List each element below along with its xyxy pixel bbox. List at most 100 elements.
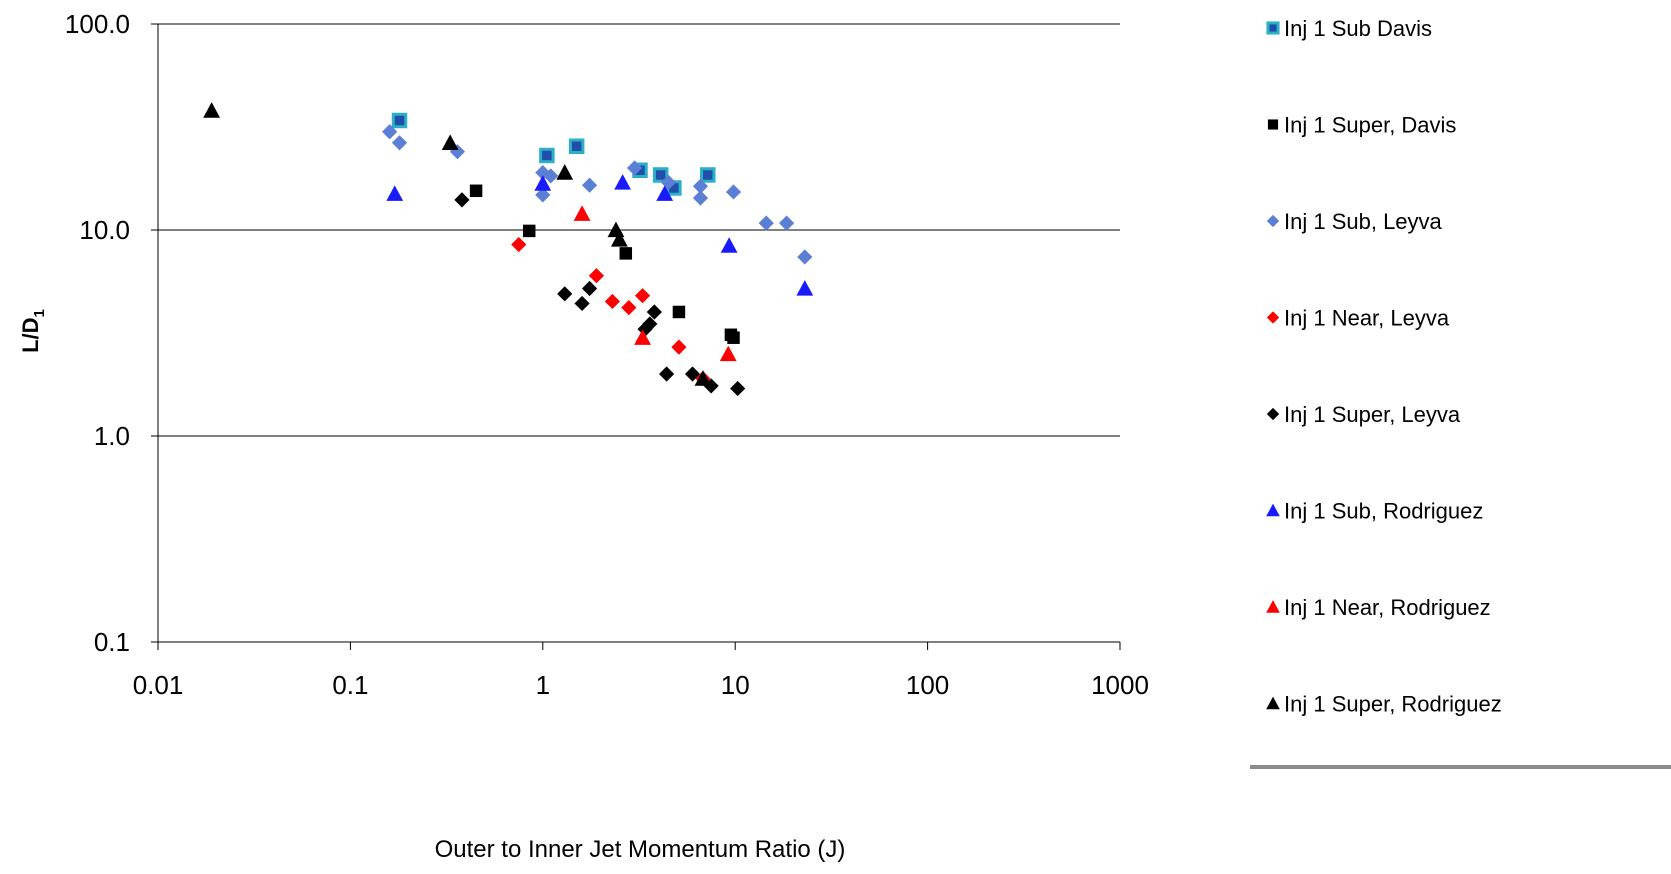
legend: Inj 1 Sub Davis Inj 1 Super, Davis Inj 1 S… [1250,16,1671,769]
data-point [535,164,551,181]
x-tick-label: 0.01 [133,670,184,700]
y-tick-label: 1.0 [94,421,130,451]
x-tick-label: 0.1 [332,670,368,700]
data-point [454,192,470,208]
data-point [637,321,653,337]
data-point [621,300,637,316]
legend-label: Inj 1 Super, Leyva [1284,402,1461,427]
legend-item: Inj 1 Sub, Rodriguez [1266,499,1483,524]
data-point [619,247,633,260]
data-point [604,293,620,310]
legend-item: Inj 1 Super, Leyva [1266,402,1461,427]
data-point [694,370,712,386]
legend-item: Inj 1 Sub Davis [1266,16,1432,41]
data-point [646,304,662,320]
data-point [642,316,658,332]
data-point [511,236,527,253]
data-point [610,231,628,247]
data-point [607,221,625,238]
data-point [730,380,746,397]
data-point [441,134,459,150]
data-point [725,184,742,200]
data-point [391,112,408,129]
y-tick-label: 100.0 [65,9,130,39]
data-point [634,329,651,345]
data-point [203,102,221,118]
legend-item: Inj 1 Sub, Leyva [1266,209,1443,234]
legend-label: Inj 1 Near, Leyva [1284,306,1450,331]
data-point [574,295,590,312]
data-point [581,280,598,297]
x-tick-label: 100 [906,670,949,700]
data-point [656,185,674,201]
y-axis-title: L/D1 [18,309,48,353]
data-point [556,164,574,180]
data-point [391,135,408,151]
series-3 [382,124,813,265]
data-point [652,167,669,183]
data-point [671,339,687,355]
data-point [534,175,552,191]
data-point [588,268,605,284]
legend-marker [1266,21,1280,35]
data-point [719,345,737,362]
legend-label: Inj 1 Sub, Rodriguez [1284,499,1483,524]
legend-item: Inj 1 Near, Leyva [1266,306,1450,331]
data-point [573,205,591,221]
gridlines [158,23,1120,437]
y-tick-label: 0.1 [94,627,130,657]
data-point [797,249,813,265]
data-point [539,147,555,164]
data-point [626,160,643,176]
y-tick-label: 10.0 [79,215,130,245]
y-axis-title-subscript: 1 [31,309,48,317]
y-axis-title-main: L/D [18,317,43,352]
data-point [758,215,774,231]
legend-item: Inj 1 Near, Rodriguez [1266,595,1491,620]
data-point [703,378,719,394]
data-point [692,178,709,194]
data-points [203,102,814,397]
series-8 [203,102,712,386]
data-point [692,190,709,206]
legend-marker [1266,503,1280,517]
data-point [700,167,716,183]
x-tick-label: 10 [721,670,750,700]
data-point [543,168,559,184]
data-point [684,366,701,382]
legend-label: Inj 1 Near, Rodriguez [1284,595,1491,620]
data-point [672,305,686,319]
series-5 [454,192,746,397]
axes [151,23,1121,650]
data-point [796,280,814,296]
data-point [382,124,398,140]
series-2 [469,184,740,344]
data-point [535,187,551,203]
data-point [568,138,585,154]
data-point [386,185,404,201]
data-point [614,174,632,190]
data-point [720,237,738,253]
data-point [469,184,483,198]
legend-marker [1266,600,1280,613]
data-point [634,288,651,304]
x-tick-label: 1 [536,670,550,700]
legend-label: Inj 1 Sub, Leyva [1284,209,1443,234]
x-tick-label: 1000 [1091,670,1149,700]
series-6 [386,174,814,296]
data-point [581,177,598,193]
legend-marker [1266,214,1280,228]
legend-marker [1267,119,1279,130]
legend-item: Inj 1 Super, Rodriguez [1266,692,1502,717]
legend-marker [1266,696,1280,710]
legend-marker [1266,311,1280,324]
legend-label: Inj 1 Sub Davis [1284,16,1432,41]
x-axis-title: Outer to Inner Jet Momentum Ratio (J) [435,836,846,863]
data-point [727,331,740,344]
data-point [659,366,675,382]
data-point [522,224,536,238]
legend-label: Inj 1 Super, Rodriguez [1284,692,1502,717]
legend-marker [1266,407,1280,421]
